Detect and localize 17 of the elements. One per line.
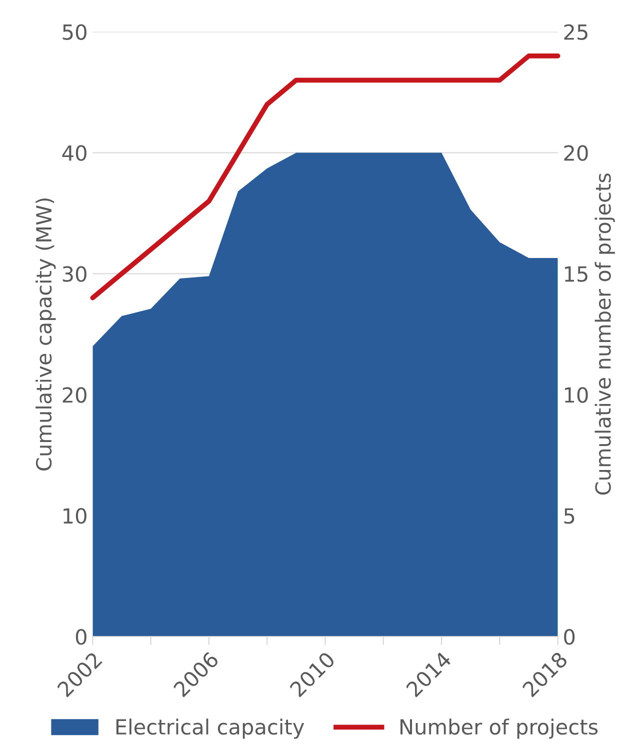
y2-tick-label: 25 [564, 24, 588, 40]
y-tick-label: 10 [64, 508, 86, 524]
y2-tick-label: 5 [564, 508, 574, 524]
legend-label: Number of projects [400, 718, 598, 739]
y2-tick-label: 20 [564, 145, 588, 161]
y-tick-label: 40 [62, 145, 86, 161]
y-tick-label: 50 [62, 24, 86, 40]
y-tick-label: 0 [76, 629, 86, 645]
line-series [90, 54, 560, 300]
y-axis-title: Cumulative capacity (MW) [36, 198, 56, 470]
y2-tick-label: 15 [564, 266, 588, 282]
y-tick-label: 30 [62, 266, 86, 282]
y-tick-label: 20 [62, 387, 86, 403]
y2-axis-title: Cumulative number of projects [594, 174, 615, 495]
legend-label: Electrical capacity [116, 718, 304, 739]
y2-tick-label: 10 [564, 387, 588, 403]
y2-tick-label: 0 [564, 629, 575, 645]
